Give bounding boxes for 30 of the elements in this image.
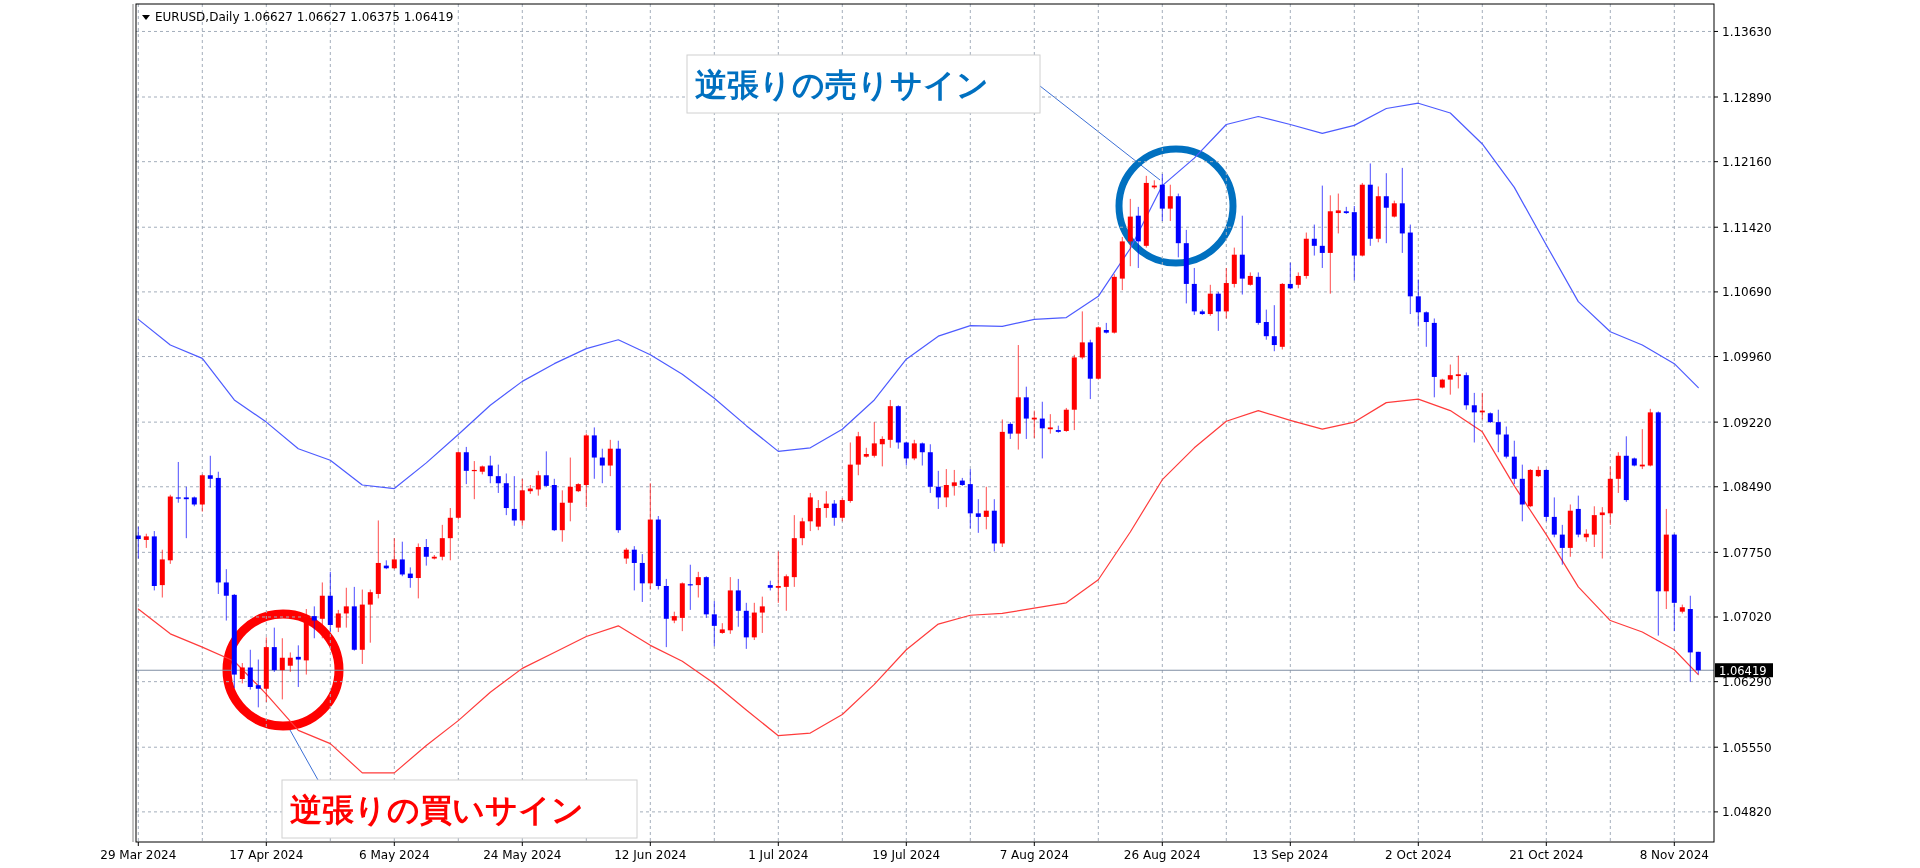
x-tick-label: 12 Jun 2024 [614, 848, 687, 862]
x-tick-label: 8 Nov 2024 [1639, 848, 1709, 862]
y-tick-label: 1.04820 [1722, 805, 1772, 820]
x-tick-label: 1 Jul 2024 [748, 848, 809, 862]
x-tick-label: 13 Sep 2024 [1252, 848, 1329, 862]
x-tick-label: 26 Aug 2024 [1123, 848, 1201, 862]
ref-line-label: 1.06419 [1719, 663, 1767, 678]
y-tick-label: 1.13630 [1722, 24, 1772, 39]
y-tick-label: 1.12160 [1722, 155, 1772, 170]
annotation: 逆張りの売りサイン [695, 67, 989, 103]
annotation: 逆張りの買いサイン [290, 792, 584, 828]
y-tick-label: 1.12890 [1722, 90, 1772, 105]
x-tick-label: 7 Aug 2024 [999, 848, 1069, 862]
y-tick-label: 1.05550 [1722, 740, 1772, 755]
y-tick-label: 1.08490 [1722, 480, 1772, 495]
y-tick-label: 1.07020 [1722, 610, 1772, 625]
text: EURUSD,Daily 1.06627 1.06627 1.06375 1.06419 [155, 10, 454, 24]
x-tick-label: 21 Oct 2024 [1509, 848, 1584, 862]
x-tick-label: 6 May 2024 [358, 848, 430, 862]
y-tick-label: 1.06290 [1722, 675, 1772, 690]
y-tick-label: 1.09220 [1722, 415, 1772, 430]
x-tick-label: 19 Jul 2024 [872, 848, 941, 862]
y-tick-label: 1.09960 [1722, 350, 1772, 365]
y-tick-label: 1.07750 [1722, 545, 1772, 560]
x-tick-label: 29 Mar 2024 [100, 848, 177, 862]
x-tick-label: 17 Apr 2024 [229, 848, 304, 862]
y-tick-label: 1.11420 [1722, 220, 1772, 235]
y-tick-label: 1.10690 [1722, 285, 1772, 300]
x-tick-label: 24 May 2024 [483, 848, 562, 862]
x-tick-label: 2 Oct 2024 [1385, 848, 1452, 862]
